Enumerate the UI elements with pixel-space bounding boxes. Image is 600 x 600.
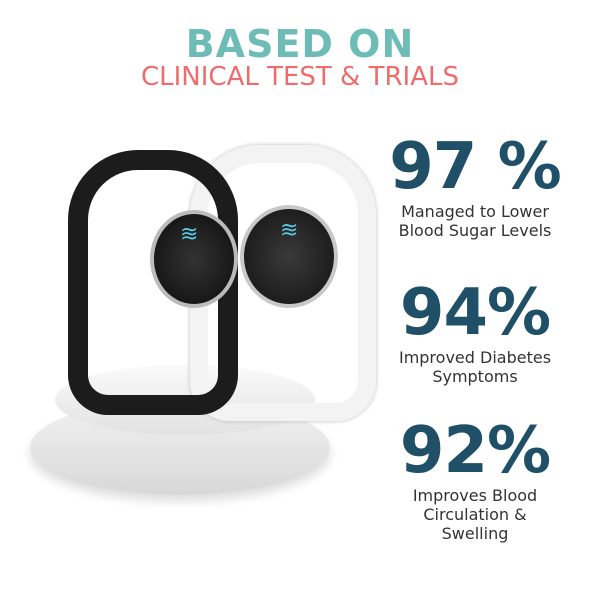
stat-label-line: Swelling: [441, 524, 509, 543]
wireless-icon: ≋: [180, 222, 199, 247]
stat-value: 92%: [399, 414, 551, 488]
stat-label: Improves Blood Circulation & Swelling: [370, 486, 580, 543]
stat-label-line: Improved Diabetes: [398, 348, 552, 367]
stat-label-line: Symptoms: [432, 367, 518, 386]
title: BASED ON: [185, 22, 415, 66]
stat-label: Managed to Lower Blood Sugar Levels: [370, 202, 580, 240]
stat-label-line: Improves Blood: [412, 486, 538, 505]
stat-3: 92% Improves Blood Circulation & Swelling: [370, 416, 580, 543]
stat-value: 94%: [399, 276, 551, 350]
wireless-icon: ≋: [280, 218, 299, 243]
stat-2: 94% Improved Diabetes Symptoms: [370, 278, 580, 386]
stat-label-line: Circulation &: [423, 505, 527, 524]
stat-value: 97 %: [389, 130, 561, 204]
subtitle: CLINICAL TEST & TRIALS: [140, 62, 459, 92]
stat-label-line: Blood Sugar Levels: [398, 221, 552, 240]
stat-1: 97 % Managed to Lower Blood Sugar Levels: [370, 132, 580, 240]
white-wristband-face-icon: [240, 205, 338, 308]
stat-label-line: Managed to Lower: [401, 202, 549, 221]
black-wristband-face-icon: [150, 210, 238, 308]
stat-label: Improved Diabetes Symptoms: [370, 348, 580, 386]
